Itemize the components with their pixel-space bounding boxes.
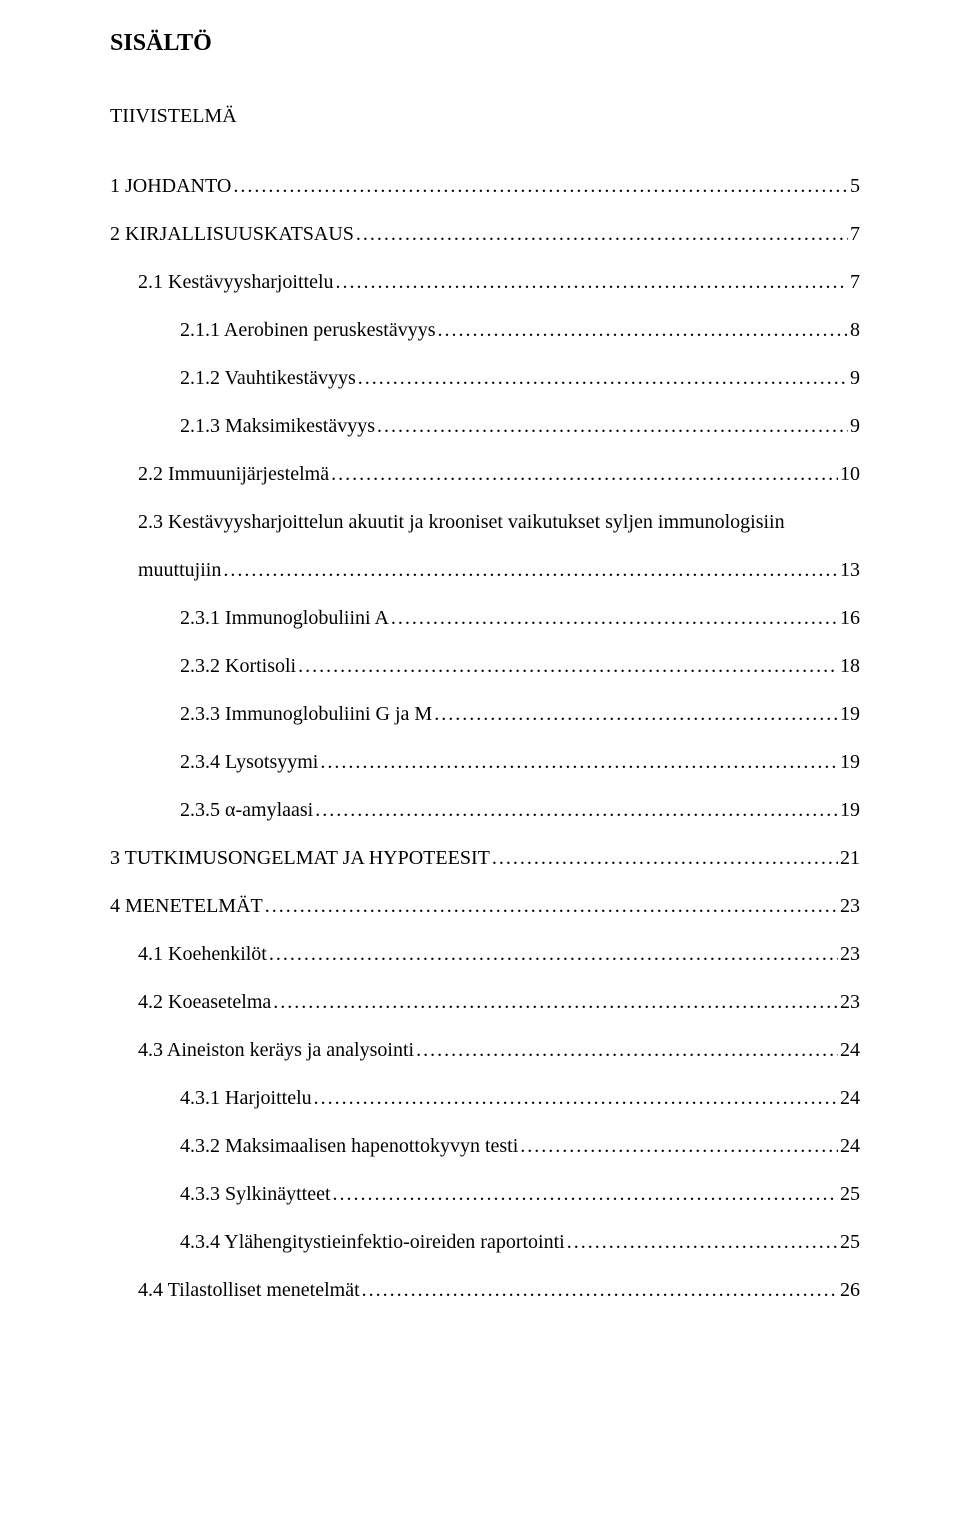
toc-entry-page: 9	[850, 416, 860, 436]
toc-leader-dots	[520, 1136, 838, 1156]
toc-entry: 2.3.4 Lysotsyymi 19	[110, 752, 860, 772]
toc-entry: 4.3 Aineiston keräys ja analysointi 24	[110, 1040, 860, 1060]
toc-entry-page: 26	[840, 1280, 860, 1300]
toc-entry-label: muuttujiin	[138, 560, 221, 580]
toc-entry: 2 KIRJALLISUUSKATSAUS 7	[110, 224, 860, 244]
toc-entry: 4.3.2 Maksimaalisen hapenottokyvyn testi…	[110, 1136, 860, 1156]
toc-leader-dots	[377, 416, 848, 436]
toc-entry: 2.1.3 Maksimikestävyys 9	[110, 416, 860, 436]
toc-entry-label: 2.1 Kestävyysharjoittelu	[138, 272, 334, 292]
toc-entry: 4.4 Tilastolliset menetelmät 26	[110, 1280, 860, 1300]
toc-entry: 2.1.2 Vauhtikestävyys 9	[110, 368, 860, 388]
toc-leader-dots	[434, 704, 838, 724]
toc-leader-dots	[492, 848, 838, 868]
toc-entry-page: 18	[840, 656, 860, 676]
toc-entry-page: 24	[840, 1040, 860, 1060]
toc-entry: 4.3.3 Sylkinäytteet 25	[110, 1184, 860, 1204]
toc-entry-label: 2.3.4 Lysotsyymi	[180, 752, 318, 772]
toc-entry: 2.3 Kestävyysharjoittelun akuutit ja kro…	[110, 512, 860, 532]
toc-entry-label: 2.3.2 Kortisoli	[180, 656, 296, 676]
toc-leader-dots	[336, 272, 848, 292]
toc-leader-dots	[298, 656, 838, 676]
toc-leader-dots	[265, 896, 838, 916]
toc-entry-page: 19	[840, 800, 860, 820]
toc-leader-dots	[233, 176, 848, 196]
toc-entry-page: 25	[840, 1232, 860, 1252]
toc-entry: 1 JOHDANTO 5	[110, 176, 860, 196]
table-of-contents: 1 JOHDANTO52 KIRJALLISUUSKATSAUS72.1 Kes…	[110, 176, 860, 1300]
toc-entry-page: 7	[850, 224, 860, 244]
toc-entry-page: 21	[840, 848, 860, 868]
toc-entry: 3 TUTKIMUSONGELMAT JA HYPOTEESIT 21	[110, 848, 860, 868]
toc-leader-dots	[438, 320, 848, 340]
toc-entry-label: 4.3.3 Sylkinäytteet	[180, 1184, 331, 1204]
toc-entry-label: 2.3 Kestävyysharjoittelun akuutit ja kro…	[138, 512, 785, 532]
toc-entry-page: 25	[840, 1184, 860, 1204]
toc-entry-page: 23	[840, 992, 860, 1012]
toc-entry-label: 2 KIRJALLISUUSKATSAUS	[110, 224, 354, 244]
toc-entry-label: 2.3.5 α-amylaasi	[180, 800, 313, 820]
toc-entry-page: 23	[840, 944, 860, 964]
toc-entry-label: 4.3.2 Maksimaalisen hapenottokyvyn testi	[180, 1136, 518, 1156]
toc-entry: 2.1.1 Aerobinen peruskestävyys 8	[110, 320, 860, 340]
toc-entry-page: 23	[840, 896, 860, 916]
toc-leader-dots	[273, 992, 838, 1012]
toc-entry: 2.2 Immuunijärjestelmä 10	[110, 464, 860, 484]
toc-entry-page: 19	[840, 752, 860, 772]
toc-entry-page: 7	[850, 272, 860, 292]
toc-entry: 4.2 Koeasetelma 23	[110, 992, 860, 1012]
toc-leader-dots	[567, 1232, 838, 1252]
page-subtitle: TIIVISTELMÄ	[110, 105, 860, 128]
toc-entry-label: 2.2 Immuunijärjestelmä	[138, 464, 329, 484]
toc-leader-dots	[320, 752, 838, 772]
toc-entry: 2.3.2 Kortisoli 18	[110, 656, 860, 676]
toc-entry: 2.3.3 Immunoglobuliini G ja M 19	[110, 704, 860, 724]
toc-leader-dots	[333, 1184, 838, 1204]
toc-leader-dots	[362, 1280, 838, 1300]
toc-entry-label: 4.3 Aineiston keräys ja analysointi	[138, 1040, 414, 1060]
toc-leader-dots	[269, 944, 838, 964]
toc-entry-page: 24	[840, 1136, 860, 1156]
toc-entry: 2.1 Kestävyysharjoittelu 7	[110, 272, 860, 292]
toc-entry-page: 9	[850, 368, 860, 388]
toc-entry: 4 MENETELMÄT 23	[110, 896, 860, 916]
toc-entry-label: 3 TUTKIMUSONGELMAT JA HYPOTEESIT	[110, 848, 490, 868]
toc-entry: muuttujiin 13	[110, 560, 860, 580]
toc-leader-dots	[358, 368, 848, 388]
toc-entry-page: 24	[840, 1088, 860, 1108]
toc-entry: 4.1 Koehenkilöt 23	[110, 944, 860, 964]
toc-entry-label: 4.3.1 Harjoittelu	[180, 1088, 312, 1108]
toc-entry-label: 2.3.3 Immunoglobuliini G ja M	[180, 704, 432, 724]
toc-entry-label: 4.2 Koeasetelma	[138, 992, 271, 1012]
toc-entry-label: 4.3.4 Ylähengitystieinfektio-oireiden ra…	[180, 1232, 565, 1252]
toc-entry: 2.3.5 α-amylaasi 19	[110, 800, 860, 820]
toc-leader-dots	[416, 1040, 838, 1060]
toc-leader-dots	[331, 464, 838, 484]
toc-entry: 4.3.4 Ylähengitystieinfektio-oireiden ra…	[110, 1232, 860, 1252]
toc-leader-dots	[314, 1088, 838, 1108]
document-page: SISÄLTÖ TIIVISTELMÄ 1 JOHDANTO 5 2 KIRJALL…	[0, 0, 960, 1535]
toc-entry-label: 4.4 Tilastolliset menetelmät	[138, 1280, 360, 1300]
page-title: SISÄLTÖ	[110, 30, 860, 57]
toc-entry-label: 4 MENETELMÄT	[110, 896, 263, 916]
toc-leader-dots	[315, 800, 838, 820]
toc-entry-label: 2.1.3 Maksimikestävyys	[180, 416, 375, 436]
toc-entry-label: 2.1.2 Vauhtikestävyys	[180, 368, 356, 388]
toc-entry-label: 2.3.1 Immunoglobuliini A	[180, 608, 389, 628]
toc-entry: 2.3.1 Immunoglobuliini A 16	[110, 608, 860, 628]
toc-entry-label: 1 JOHDANTO	[110, 176, 231, 196]
toc-entry-label: 2.1.1 Aerobinen peruskestävyys	[180, 320, 436, 340]
toc-entry: 4.3.1 Harjoittelu 24	[110, 1088, 860, 1108]
toc-entry-page: 10	[840, 464, 860, 484]
toc-leader-dots	[391, 608, 838, 628]
toc-entry-page: 19	[840, 704, 860, 724]
toc-leader-dots	[223, 560, 838, 580]
toc-entry-page: 16	[840, 608, 860, 628]
toc-entry-page: 8	[850, 320, 860, 340]
toc-entry-page: 13	[840, 560, 860, 580]
toc-leader-dots	[356, 224, 848, 244]
toc-entry-label: 4.1 Koehenkilöt	[138, 944, 267, 964]
toc-entry-page: 5	[850, 176, 860, 196]
